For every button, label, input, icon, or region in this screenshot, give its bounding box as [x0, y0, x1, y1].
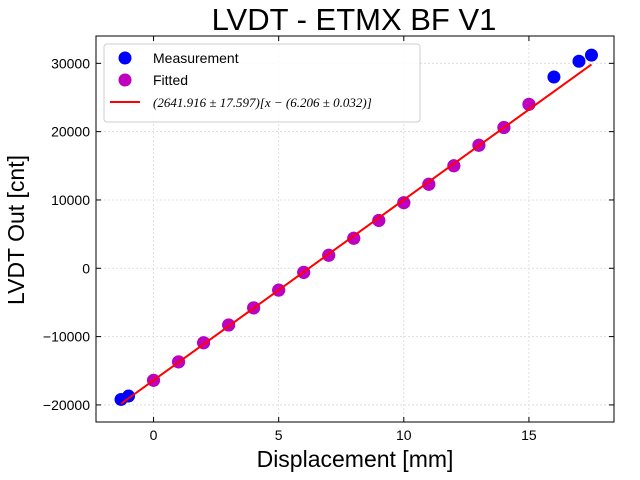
legend-marker: [118, 73, 132, 87]
legend-box: [103, 43, 421, 123]
x-tick-label: 10: [396, 427, 412, 443]
ticks: 0 5 10 15 −20000 −10000 0 10000 20000 30000: [43, 36, 614, 443]
y-axis-label: LVDT Out [cnt]: [3, 155, 29, 305]
legend-entry-label: Measurement: [153, 50, 239, 66]
y-tick-label: −10000: [43, 329, 90, 345]
y-tick-label: −20000: [43, 397, 90, 413]
fit-line: [120, 63, 593, 405]
data-point: [397, 196, 411, 210]
y-tick-label: 30000: [51, 55, 90, 71]
legend: Measurement Fitted (2641.916 ± 17.597)[x −…: [103, 43, 421, 123]
x-tick-label: 5: [275, 427, 283, 443]
x-axis-label: Displacement [mm]: [257, 446, 454, 472]
y-tick-label: 0: [82, 260, 90, 276]
marks: [114, 48, 598, 406]
data-point: [122, 389, 136, 403]
y-tick-label: 20000: [51, 124, 90, 140]
plot-frame: [95, 35, 615, 423]
legend-entry-label: Fitted: [153, 72, 188, 88]
chart-title: LVDT - ETMX BF V1: [212, 2, 497, 37]
data-point: [422, 177, 436, 191]
x-tick-label: 0: [150, 427, 158, 443]
data-point: [372, 213, 386, 227]
data-point: [347, 231, 361, 245]
data-point: [572, 54, 586, 68]
legend-marker: [118, 51, 132, 65]
legend-entry-label: (2641.916 ± 17.597)[x − (6.206 ± 0.032)]: [153, 95, 372, 110]
y-tick-label: 10000: [51, 192, 90, 208]
data-point: [547, 70, 561, 84]
x-tick-label: 15: [521, 427, 537, 443]
data-point: [584, 48, 598, 62]
